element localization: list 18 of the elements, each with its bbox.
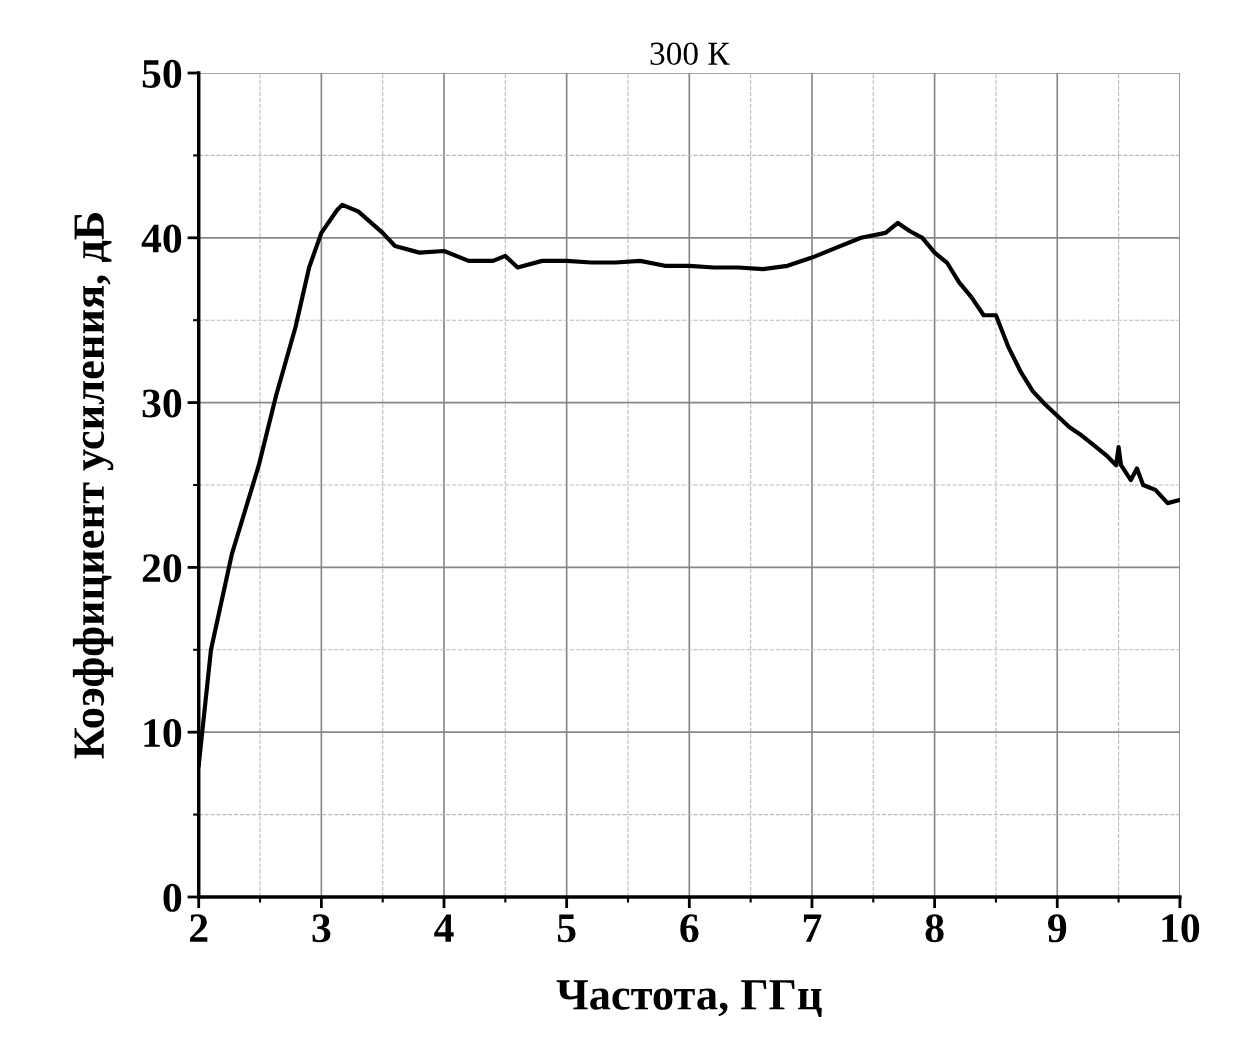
x-tick-label: 2 — [190, 914, 208, 942]
x-axis-title: Частота, ГГц — [556, 980, 822, 1018]
y-tick-label: 0 — [163, 883, 182, 912]
x-tick-label: 10 — [1162, 914, 1200, 943]
x-tick-label: 7 — [803, 914, 822, 942]
x-tick-label: 9 — [1047, 914, 1067, 943]
y-tick-label: 30 — [142, 389, 182, 418]
x-tick-label: 4 — [434, 914, 454, 942]
y-tick-label: 10 — [144, 718, 182, 748]
y-tick-label: 20 — [142, 554, 182, 583]
x-tick-label: 8 — [925, 914, 944, 943]
chart-title: 300 К — [650, 42, 730, 65]
x-tick-label: 6 — [680, 914, 699, 943]
x-tick-label: 5 — [557, 914, 576, 943]
y-axis-title: Коэффициент усиления, дБ — [72, 213, 114, 759]
y-tick-label: 50 — [142, 59, 182, 88]
x-tick-label: 3 — [312, 914, 331, 943]
y-tick-label: 40 — [141, 224, 182, 253]
